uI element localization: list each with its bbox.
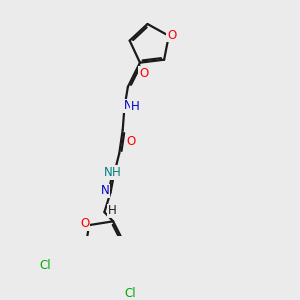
Text: O: O [126, 134, 135, 148]
Text: O: O [80, 217, 89, 230]
Text: H: H [130, 100, 139, 113]
Text: O: O [139, 67, 148, 80]
Text: N: N [124, 99, 132, 112]
Text: N: N [101, 184, 110, 197]
Text: Cl: Cl [39, 259, 50, 272]
Text: H: H [111, 166, 120, 179]
Text: Cl: Cl [124, 286, 136, 299]
Text: H: H [108, 204, 116, 217]
Text: O: O [167, 28, 176, 42]
Text: N: N [103, 166, 112, 179]
